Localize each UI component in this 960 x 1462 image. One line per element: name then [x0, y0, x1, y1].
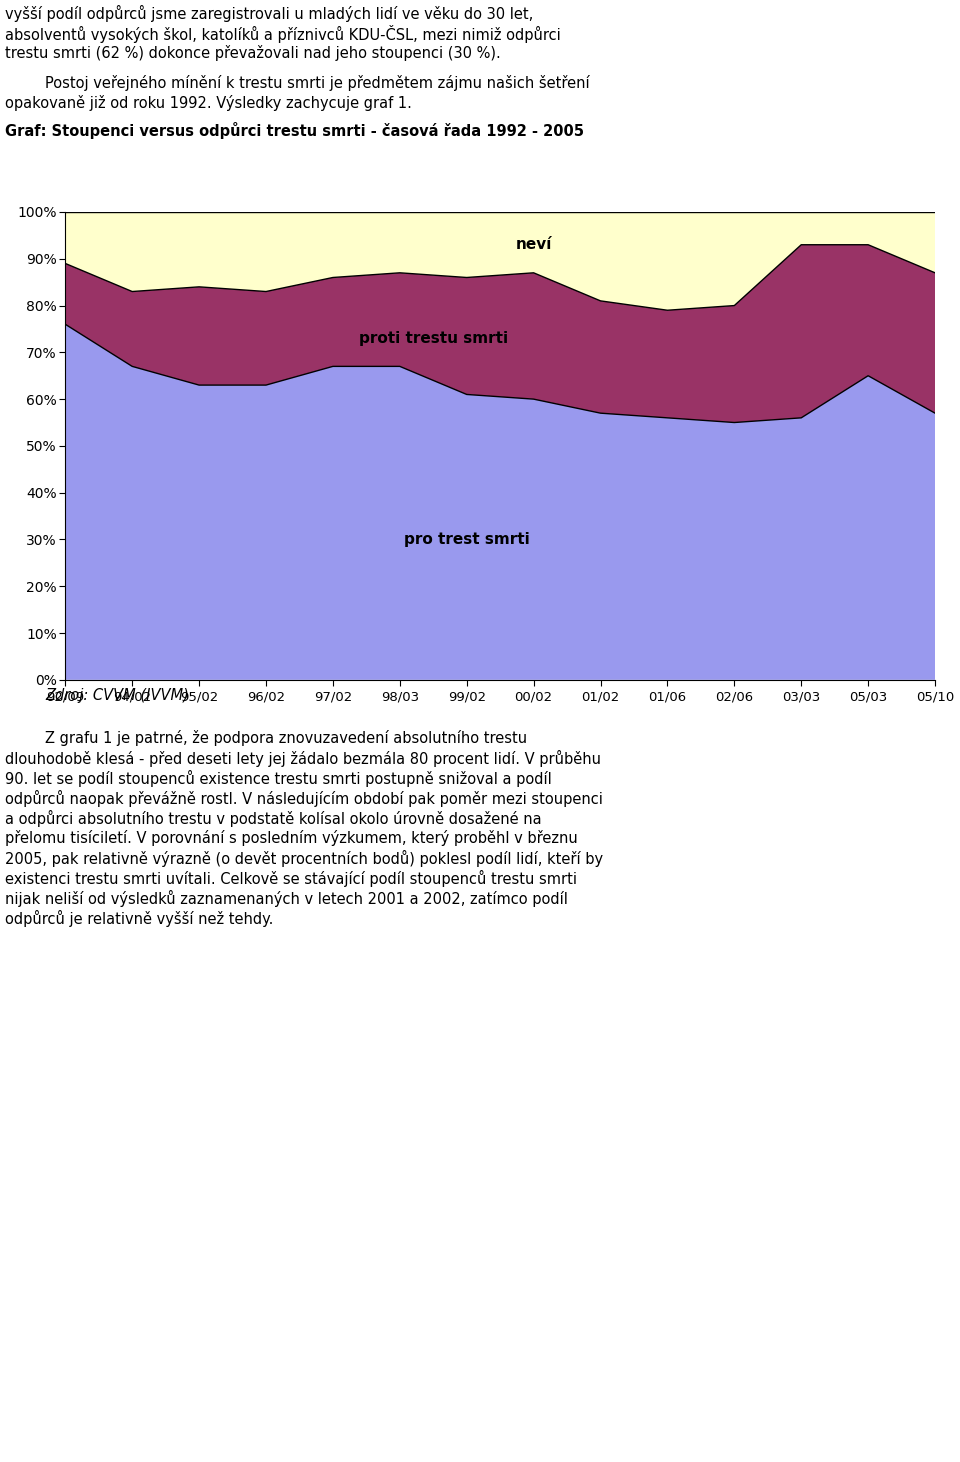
Text: dlouhodobě klesá - před deseti lety jej žádalo bezmála 80 procent lidí. V průběh: dlouhodobě klesá - před deseti lety jej … — [5, 750, 601, 768]
Text: přelomu tisíciletí. V porovnání s posledním výzkumem, který proběhl v březnu: přelomu tisíciletí. V porovnání s posled… — [5, 830, 578, 846]
Text: absolventů vysokých škol, katolíků a příznivců KDU-ČSL, mezi nimiž odpůrci: absolventů vysokých škol, katolíků a pří… — [5, 25, 561, 42]
Text: 2005, pak relativně výrazně (o devět procentních bodů) poklesl podíl lidí, kteří: 2005, pak relativně výrazně (o devět pro… — [5, 849, 603, 867]
Text: odpůrců je relativně vyšší než tehdy.: odpůrců je relativně vyšší než tehdy. — [5, 909, 274, 927]
Text: pro trest smrti: pro trest smrti — [404, 532, 530, 547]
Text: 90. let se podíl stoupenců existence trestu smrti postupně snižoval a podíl: 90. let se podíl stoupenců existence tre… — [5, 770, 552, 787]
Text: a odpůrci absolutního trestu v podstatě kolísal okolo úrovně dosažené na: a odpůrci absolutního trestu v podstatě … — [5, 810, 541, 827]
Text: nijak neliší od výsledků zaznamenaných v letech 2001 a 2002, zatímco podíl: nijak neliší od výsledků zaznamenaných v… — [5, 890, 568, 906]
Text: neví: neví — [516, 237, 552, 253]
Text: odpůrců naopak převážně rostl. V následujícím období pak poměr mezi stoupenci: odpůrců naopak převážně rostl. V následu… — [5, 789, 603, 807]
Text: vyšší podíl odpůrců jsme zaregistrovali u mladých lidí ve věku do 30 let,: vyšší podíl odpůrců jsme zaregistrovali … — [5, 4, 533, 22]
Text: Zdroj: CVVM (IVVM): Zdroj: CVVM (IVVM) — [45, 689, 189, 703]
Text: existenci trestu smrti uvítali. Celkově se stávající podíl stoupenců trestu smrt: existenci trestu smrti uvítali. Celkově … — [5, 870, 577, 887]
Text: trestu smrti (62 %) dokonce převažovali nad jeho stoupenci (30 %).: trestu smrti (62 %) dokonce převažovali … — [5, 45, 501, 61]
Text: Z grafu 1 je patrné, že podpora znovuzavedení absolutního trestu: Z grafu 1 je patrné, že podpora znovuzav… — [45, 730, 527, 746]
Text: Postoj veřejného mínění k trestu smrti je předmětem zájmu našich šetření: Postoj veřejného mínění k trestu smrti j… — [45, 75, 589, 91]
Text: opakovaně již od roku 1992. Výsledky zachycuje graf 1.: opakovaně již od roku 1992. Výsledky zac… — [5, 95, 412, 111]
Text: proti trestu smrti: proti trestu smrti — [359, 330, 508, 346]
Text: Graf: Stoupenci versus odpůrci trestu smrti - časová řada 1992 - 2005: Graf: Stoupenci versus odpůrci trestu sm… — [5, 121, 584, 139]
